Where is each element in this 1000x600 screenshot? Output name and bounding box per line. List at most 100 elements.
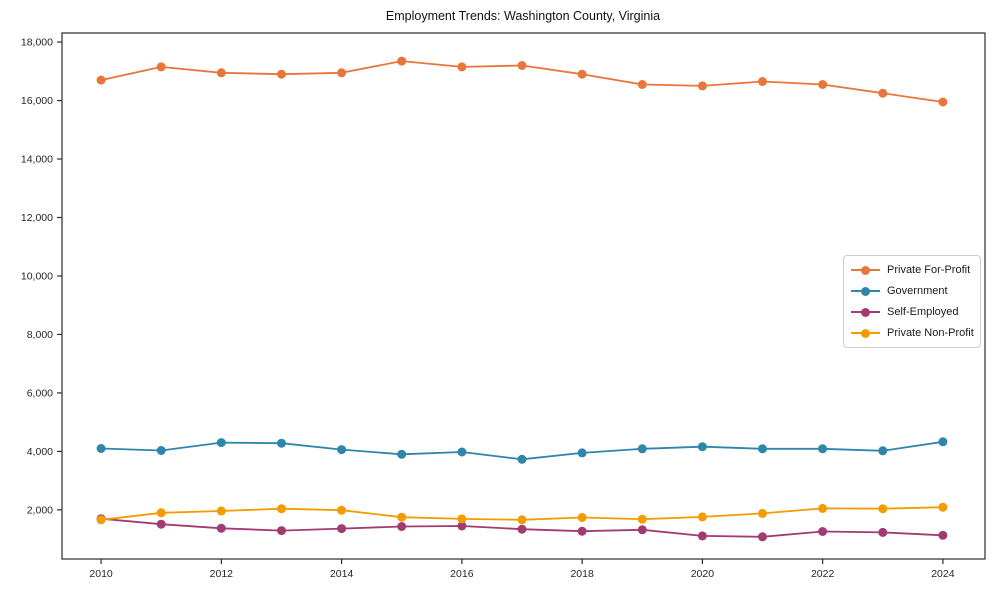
series-private-non-profit [96,502,948,525]
legend-item-government: Government [851,284,972,298]
data-point-self-employed [457,521,467,531]
data-point-private-for-profit [758,77,767,86]
legend-label-government: Government [887,285,948,297]
data-point-private-for-profit [96,75,106,85]
legend-marker-icon [861,328,870,338]
x-tick-label: 2016 [450,568,474,580]
data-point-government [397,449,407,459]
data-point-self-employed [697,531,707,541]
legend-swatch-self-employed [851,307,880,317]
data-point-private-non-profit [517,515,527,525]
series-self-employed [96,514,948,542]
data-point-private-non-profit [758,508,767,518]
data-point-government [457,447,467,457]
series-government [96,437,948,464]
y-tick-label: 2,000 [27,504,53,516]
legend-swatch-private-non-profit [851,328,880,338]
data-point-private-non-profit [577,513,587,522]
data-point-private-non-profit [457,514,467,524]
data-point-self-employed [277,526,286,536]
data-point-self-employed [577,526,587,536]
data-point-self-employed [637,525,647,535]
plot-border [61,32,986,560]
data-point-private-for-profit [938,97,948,107]
x-tick-label: 2018 [570,568,594,580]
y-tick-label: 10,000 [21,270,53,282]
data-point-self-employed [758,532,767,542]
data-point-government [577,448,587,458]
data-point-self-employed [397,522,407,531]
plot-frame [61,32,986,560]
legend-swatch-private-for-profit [851,265,880,275]
data-point-government [277,438,286,448]
chart-legend: Private For-Profit Government Self-Employe… [843,255,981,348]
data-point-private-non-profit [637,514,647,524]
data-point-self-employed [156,519,166,529]
data-point-private-for-profit [277,69,286,79]
data-point-self-employed [818,527,828,536]
data-point-private-non-profit [878,504,888,514]
legend-item-self-employed: Self-Employed [851,305,972,319]
data-point-self-employed [878,527,888,537]
data-point-private-for-profit [337,68,347,78]
data-point-private-non-profit [337,505,347,515]
data-point-self-employed [337,524,347,534]
x-tick-label: 2012 [210,568,234,580]
data-point-government [637,444,647,454]
x-tick-label: 2014 [330,568,354,580]
axis-ticks [57,41,944,564]
axis-tick-labels: 2,000 4,000 6,000 8,000 10,000 12,000 14,000 16… [21,37,955,580]
data-point-private-non-profit [697,512,707,522]
data-point-self-employed [216,523,226,533]
data-point-private-non-profit [277,504,286,514]
y-tick-label: 4,000 [27,446,53,458]
legend-item-private-for-profit: Private For-Profit [851,263,972,277]
data-point-government [216,438,226,448]
legend-item-private-non-profit: Private Non-Profit [851,326,974,340]
legend-label-self-employed: Self-Employed [887,306,959,318]
y-tick-label: 8,000 [27,329,53,341]
legend-label-private-for-profit: Private For-Profit [887,264,971,276]
y-tick-label: 16,000 [21,95,53,107]
data-point-government [878,446,888,456]
y-tick-label: 12,000 [21,212,53,224]
data-point-private-for-profit [156,62,166,72]
data-point-private-non-profit [156,508,166,518]
data-point-private-for-profit [577,69,587,79]
legend-marker-icon [861,307,870,317]
data-point-government [758,444,767,454]
data-point-private-non-profit [216,506,226,516]
data-point-private-for-profit [637,80,647,89]
data-point-private-for-profit [216,68,226,78]
data-point-private-for-profit [397,56,407,66]
series-private-for-profit [96,56,948,107]
data-point-self-employed [517,524,527,534]
x-tick-label: 2024 [931,568,955,580]
data-point-government [156,446,166,455]
data-point-private-for-profit [818,80,828,89]
legend-marker-icon [861,286,870,296]
data-point-private-for-profit [697,81,707,91]
data-point-private-non-profit [938,502,948,512]
data-point-private-non-profit [96,515,106,525]
y-tick-label: 6,000 [27,387,53,399]
data-point-government [697,442,707,452]
series-layer [96,56,948,542]
legend-swatch-government [851,286,880,296]
data-point-government [938,437,948,447]
legend-label-private-non-profit: Private Non-Profit [887,327,974,339]
x-tick-label: 2020 [691,568,715,580]
y-tick-label: 18,000 [21,37,53,49]
data-point-private-non-profit [818,503,828,513]
data-point-private-for-profit [878,88,888,98]
data-point-government [818,444,828,454]
data-point-private-non-profit [397,512,407,522]
x-tick-label: 2022 [811,568,835,580]
data-point-government [337,445,347,455]
legend-marker-icon [861,265,870,275]
data-point-private-for-profit [517,61,527,70]
data-point-private-for-profit [457,62,467,72]
x-tick-label: 2010 [89,568,113,580]
data-point-government [517,454,527,464]
